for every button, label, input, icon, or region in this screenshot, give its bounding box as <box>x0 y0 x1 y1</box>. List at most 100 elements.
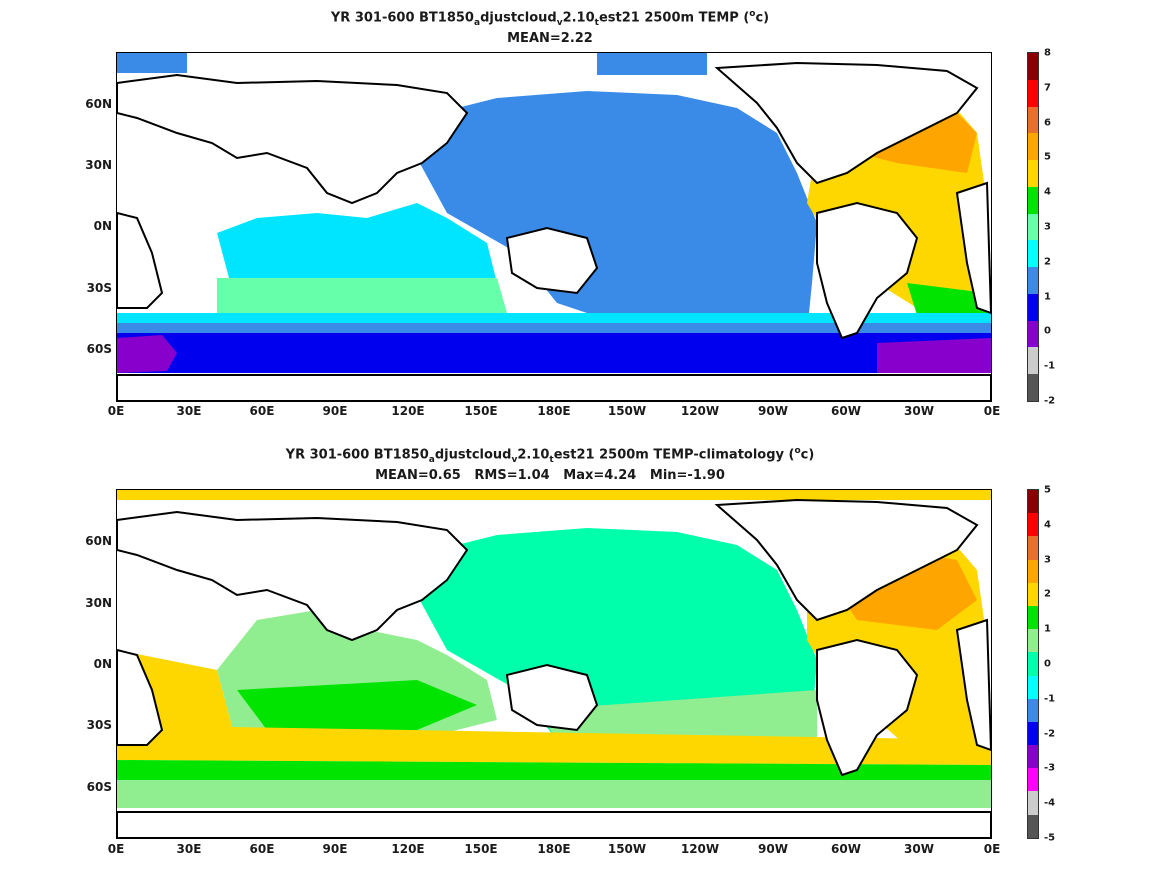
y-tick: 30N <box>85 158 112 172</box>
y-tick: 60S <box>86 342 112 356</box>
colorbar-label: 2 <box>1044 256 1051 268</box>
colorbar-swatch <box>1028 768 1038 792</box>
x-tick: 60E <box>249 842 275 856</box>
y-tick: 0N <box>93 219 112 233</box>
colorbar-swatch <box>1028 559 1038 583</box>
colorbar-swatch <box>1028 53 1038 80</box>
x-tick: 30E <box>176 842 202 856</box>
x-tick: 30W <box>904 842 934 856</box>
bottom-continent-antarctica <box>117 811 991 838</box>
top-map-subtitle: MEAN=2.22 <box>507 31 593 46</box>
colorbar-swatch <box>1028 698 1038 722</box>
colorbar-label: 5 <box>1044 484 1051 496</box>
bottom-colorbar <box>1027 489 1039 839</box>
colorbar-label: -2 <box>1044 395 1056 407</box>
x-tick: 150W <box>607 842 647 856</box>
colorbar-label: 0 <box>1044 325 1051 337</box>
colorbar-label: 8 <box>1044 47 1051 59</box>
x-tick: 90W <box>758 404 788 418</box>
colorbar-label: 5 <box>1044 151 1051 163</box>
bottom-map-panel <box>116 489 992 839</box>
top-continent-north-america <box>714 61 979 185</box>
x-tick: 180E <box>537 842 571 856</box>
x-tick: 0E <box>983 842 1001 856</box>
y-tick: 30S <box>86 718 112 732</box>
colorbar-swatch <box>1028 629 1038 653</box>
bottom-continent-africa <box>117 648 164 746</box>
top-continent-eurasia <box>117 73 469 205</box>
colorbar-swatch <box>1028 490 1038 514</box>
colorbar-label: 7 <box>1044 82 1051 94</box>
bottom-map-canvas <box>117 490 991 838</box>
y-tick: 60N <box>85 534 112 548</box>
colorbar-swatch <box>1028 513 1038 537</box>
colorbar-label: -1 <box>1044 360 1056 372</box>
colorbar-label: -4 <box>1044 797 1056 809</box>
colorbar-swatch <box>1028 814 1038 838</box>
bottom-continent-south-america <box>816 638 919 777</box>
x-tick: 120W <box>680 404 720 418</box>
x-tick: 0E <box>107 842 125 856</box>
y-tick: 30S <box>86 281 112 295</box>
colorbar-swatch <box>1028 374 1038 401</box>
colorbar-label: -1 <box>1044 693 1056 705</box>
x-tick: 60W <box>831 842 861 856</box>
colorbar-swatch <box>1028 213 1038 241</box>
bottom-continent-north-america <box>714 498 979 622</box>
bottom-continent-australia <box>505 663 599 732</box>
y-tick: 0N <box>93 657 112 671</box>
colorbar-label: -5 <box>1044 832 1056 844</box>
bottom-continent-africa-east <box>955 618 991 752</box>
colorbar-label: 3 <box>1044 554 1051 566</box>
colorbar-swatch <box>1028 186 1038 214</box>
top-continent-south-america <box>816 201 919 340</box>
x-tick: 90E <box>322 842 348 856</box>
x-tick: 30W <box>904 404 934 418</box>
colorbar-swatch <box>1028 240 1038 268</box>
colorbar-swatch <box>1028 675 1038 699</box>
bottom-map-subtitle: MEAN=0.65 RMS=1.04 Max=4.24 Min=-1.90 <box>375 468 725 483</box>
colorbar-label: 2 <box>1044 588 1051 600</box>
colorbar-swatch <box>1028 582 1038 606</box>
colorbar-swatch <box>1028 293 1038 321</box>
colorbar-swatch <box>1028 79 1038 107</box>
colorbar-label: 3 <box>1044 221 1051 233</box>
x-tick: 150W <box>607 404 647 418</box>
top-continent-africa-east <box>955 181 991 315</box>
colorbar-swatch <box>1028 721 1038 746</box>
colorbar-swatch <box>1028 745 1038 769</box>
x-tick: 150E <box>464 842 498 856</box>
x-tick: 120W <box>680 842 720 856</box>
y-tick: 60N <box>85 97 112 111</box>
colorbar-swatch <box>1028 160 1038 187</box>
colorbar-label: 1 <box>1044 623 1051 635</box>
x-tick: 120E <box>391 404 425 418</box>
x-tick: 0E <box>107 404 125 418</box>
bottom-continent-eurasia <box>117 510 469 642</box>
y-tick: 60S <box>86 780 112 794</box>
top-map-canvas <box>117 53 991 401</box>
x-tick: 180E <box>537 404 571 418</box>
x-tick: 90W <box>758 842 788 856</box>
colorbar-swatch <box>1028 605 1038 630</box>
x-tick: 60W <box>831 404 861 418</box>
colorbar-label: 1 <box>1044 291 1051 303</box>
colorbar-swatch <box>1028 133 1038 161</box>
colorbar-label: -2 <box>1044 728 1056 740</box>
colorbar-swatch <box>1028 347 1038 375</box>
colorbar-label: 6 <box>1044 117 1051 129</box>
x-tick: 0E <box>983 404 1001 418</box>
colorbar-swatch <box>1028 791 1038 815</box>
top-pacific-region <box>417 91 817 333</box>
colorbar-swatch <box>1028 652 1038 676</box>
top-continent-antarctica <box>117 374 991 401</box>
colorbar-swatch <box>1028 536 1038 560</box>
top-map-title: YR 301-600 BT1850adjustcloudv2.10test21 … <box>330 9 770 28</box>
x-tick: 120E <box>391 842 425 856</box>
colorbar-swatch <box>1028 106 1038 134</box>
bottom-map-title: YR 301-600 BT1850adjustcloudv2.10test21 … <box>285 446 815 465</box>
colorbar-label: 4 <box>1044 519 1051 531</box>
top-continent-australia <box>505 226 599 295</box>
top-continent-africa <box>117 211 164 309</box>
x-tick: 30E <box>176 404 202 418</box>
